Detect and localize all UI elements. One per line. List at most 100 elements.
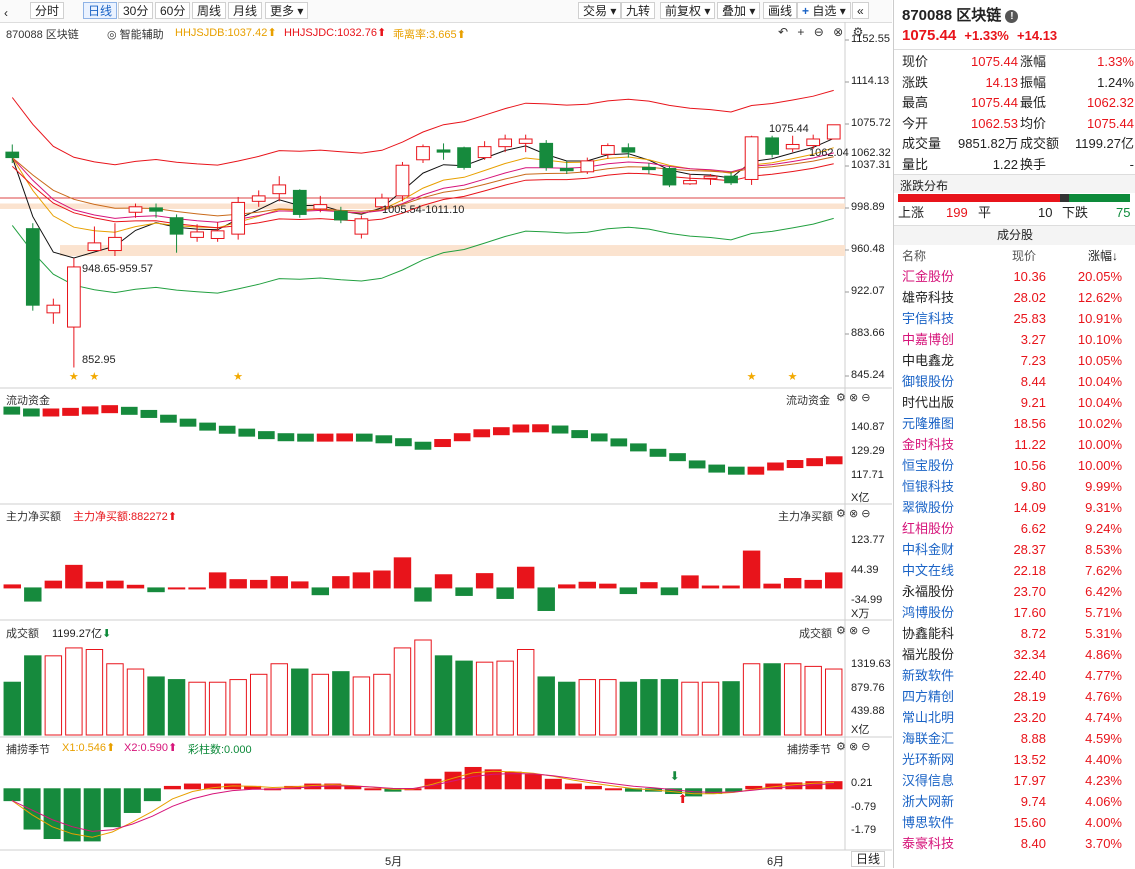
flow-bar[interactable] [649,448,667,457]
tab-60min[interactable]: 60分 [155,2,191,19]
candle-up[interactable] [477,146,492,159]
flow-bar[interactable] [199,422,216,431]
amount-bar[interactable] [701,681,720,736]
settings-icon[interactable]: ⚙ [836,392,846,404]
flow-bar[interactable] [375,435,393,444]
candle-down[interactable] [25,228,40,306]
amount-bar[interactable] [660,679,679,736]
nine-turn-button[interactable]: 九转 [621,2,656,19]
season-bar[interactable] [364,788,382,791]
flow-bar[interactable] [414,441,432,450]
close-icon[interactable]: ⊗ [848,741,859,753]
flow-bar[interactable] [708,464,726,473]
amount-bar[interactable] [742,663,761,736]
season-bar[interactable] [725,788,743,792]
tab-weekly[interactable]: 周线 [192,2,227,19]
more-dropdown[interactable]: 更多 ▾ [265,2,309,19]
amount-bar[interactable] [578,679,597,736]
amount-bar[interactable] [270,663,288,736]
net-bar[interactable] [167,587,186,590]
net-bar[interactable] [619,587,638,595]
candle-down[interactable] [436,149,451,153]
flow-bar[interactable] [434,439,451,448]
candle-up[interactable] [806,138,821,147]
flow-bar[interactable] [532,424,549,433]
close-icon[interactable]: ⊗ [833,25,844,39]
net-bar[interactable] [660,587,679,596]
net-bar[interactable] [249,579,268,589]
amount-bar[interactable] [516,649,535,736]
tab-monthly[interactable]: 月线 [228,2,263,19]
list-item[interactable]: 雄帝科技 28.02 12.62% [902,287,1130,308]
candle-up[interactable] [518,138,533,144]
net-bar[interactable] [783,578,802,589]
candle-up[interactable] [826,124,841,140]
list-item[interactable]: 汉得信息 17.97 4.23% [902,770,1130,791]
season-bar[interactable] [123,788,141,813]
candle-up[interactable] [580,160,595,173]
season-bar[interactable] [825,781,843,790]
amount-panel-icons[interactable]: ⚙ ⊗ ⊖ [836,624,870,637]
candle-up[interactable] [108,236,122,252]
flow-bar[interactable] [140,409,158,418]
flow-bar[interactable] [512,424,530,433]
net-bar[interactable] [742,550,761,589]
season-bar[interactable] [524,774,542,790]
net-bar[interactable] [763,583,781,589]
candle-up[interactable] [67,266,81,328]
candle-down[interactable] [5,151,20,159]
flow-bar[interactable] [336,433,354,442]
net-bar[interactable] [352,572,371,589]
candle-up[interactable] [354,218,369,235]
list-item[interactable]: 四方精创 28.19 4.76% [902,686,1130,707]
net-bar[interactable] [455,587,473,596]
net-bar[interactable] [516,566,535,589]
list-item[interactable]: 翠微股份 14.09 9.31% [902,497,1130,518]
overlay-dropdown[interactable]: 叠加 ▾ [717,2,761,19]
net-bar[interactable] [681,575,699,589]
flow-bar[interactable] [258,431,275,440]
season-bar[interactable] [43,788,61,840]
candle-up[interactable] [785,143,800,150]
zoom-out-icon[interactable]: ⊖ [861,741,871,753]
candle-up[interactable] [600,145,615,155]
season-bar[interactable] [3,788,21,802]
candle-down[interactable] [457,147,471,168]
amount-bar[interactable] [455,660,473,736]
amount-bar[interactable] [44,655,63,736]
candle-up[interactable] [744,136,759,180]
amount-bar[interactable] [496,660,514,736]
amount-bar[interactable] [434,655,453,736]
flow-bar[interactable] [101,405,119,414]
candle-down[interactable] [559,168,574,172]
season-bar[interactable] [484,769,502,790]
flow-bar[interactable] [297,433,314,442]
flow-bar[interactable] [590,433,608,442]
candle-up[interactable] [231,201,246,235]
season-bar[interactable] [103,788,121,828]
flow-bar[interactable] [277,433,295,442]
adjust-dropdown[interactable]: 前复权 ▾ [660,2,716,19]
amount-bar[interactable] [24,655,42,736]
net-bar[interactable] [804,579,822,589]
net-bar[interactable] [558,584,576,589]
settings-icon[interactable]: ⚙ [836,741,846,753]
amount-bar[interactable] [352,676,371,736]
list-item[interactable]: 福光股份 32.34 4.86% [902,644,1130,665]
amount-bar[interactable] [373,673,391,736]
season-bar[interactable] [163,785,181,790]
list-item[interactable]: 泰豪科技 8.40 3.70% [902,833,1130,854]
candle-up[interactable] [416,146,430,161]
amount-bar[interactable] [332,671,350,736]
tab-30min[interactable]: 30分 [118,2,154,19]
info-icon[interactable]: ! [1005,9,1019,23]
list-item[interactable]: 汇金股份 10.36 20.05% [902,266,1130,287]
zoom-out-icon[interactable]: ⊖ [861,508,871,520]
flow-bar[interactable] [23,408,40,417]
flow-bar[interactable] [453,433,471,442]
list-item[interactable]: 元隆雅图 18.56 10.02% [902,413,1130,434]
candle-up[interactable] [87,242,102,252]
list-item[interactable]: 宇信科技 25.83 10.91% [902,308,1130,329]
amount-bar[interactable] [85,649,104,736]
amount-bar[interactable] [393,647,412,736]
